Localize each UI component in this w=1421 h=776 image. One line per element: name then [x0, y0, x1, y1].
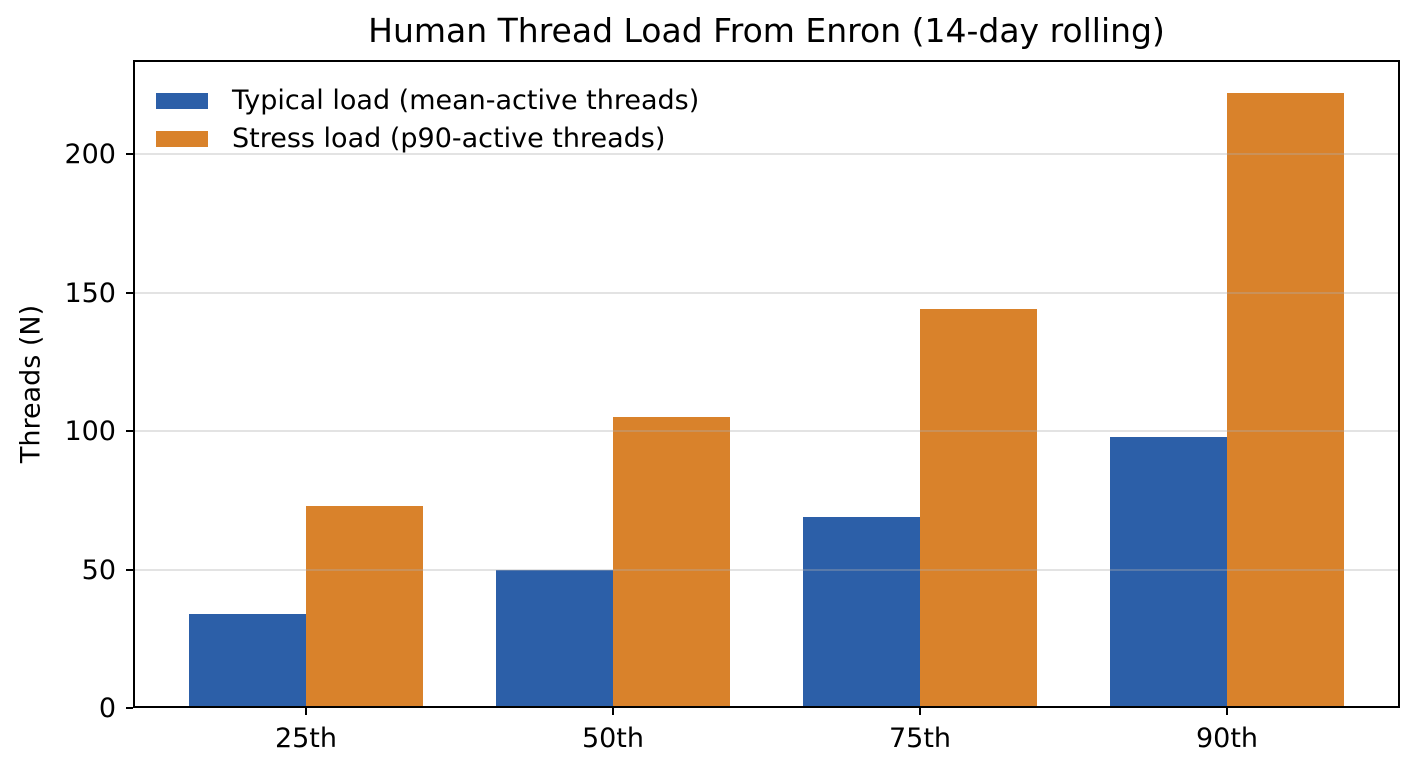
gridline-y100 — [133, 430, 1400, 433]
y-tick-label-50: 50 — [81, 554, 116, 586]
gridline-y50 — [133, 568, 1400, 571]
gridline-y150 — [133, 291, 1400, 294]
bar-typical-90th — [1110, 436, 1227, 708]
y-tick-label-150: 150 — [64, 277, 116, 309]
legend-entry-stress: Stress load (p90-active threads) — [156, 120, 699, 158]
legend-label-typical: Typical load (mean-active threads) — [232, 85, 700, 116]
x-tick-mark-75th — [919, 708, 921, 715]
x-tick-mark-50th — [611, 708, 614, 715]
x-tick-mark-90th — [1226, 708, 1228, 715]
bar-stress-25th — [305, 505, 423, 708]
bar-typical-25th — [189, 613, 306, 708]
legend-label-stress: Stress load (p90-active threads) — [232, 123, 666, 154]
bar-typical-75th — [803, 516, 920, 708]
bar-typical-50th — [496, 569, 613, 708]
legend-swatch-typical — [156, 93, 208, 109]
legend: Typical load (mean-active threads) Stres… — [156, 82, 699, 158]
plot-area — [133, 60, 1400, 708]
y-tick-mark-150 — [126, 291, 133, 294]
y-tick-label-0: 0 — [98, 693, 116, 724]
bar-stress-90th — [1227, 93, 1344, 708]
y-tick-mark-0 — [126, 707, 133, 709]
y-tick-mark-50 — [126, 568, 133, 571]
chart-title: Human Thread Load From Enron (14-day rol… — [368, 11, 1165, 50]
y-tick-mark-100 — [126, 430, 133, 433]
x-tick-label-50th: 50th — [581, 723, 645, 754]
x-tick-label-90th: 90th — [1195, 723, 1259, 754]
bar-stress-75th — [920, 309, 1037, 708]
x-tick-mark-25th — [304, 708, 307, 715]
legend-swatch-stress — [156, 131, 208, 147]
y-tick-label-100: 100 — [64, 416, 116, 448]
bar-stress-50th — [612, 417, 730, 708]
x-tick-label-75th: 75th — [888, 723, 952, 754]
x-tick-label-25th: 25th — [274, 723, 338, 754]
legend-entry-typical: Typical load (mean-active threads) — [156, 82, 699, 120]
y-tick-label-200: 200 — [64, 139, 116, 171]
gridline-y200 — [133, 153, 1400, 156]
y-tick-mark-200 — [126, 153, 133, 156]
